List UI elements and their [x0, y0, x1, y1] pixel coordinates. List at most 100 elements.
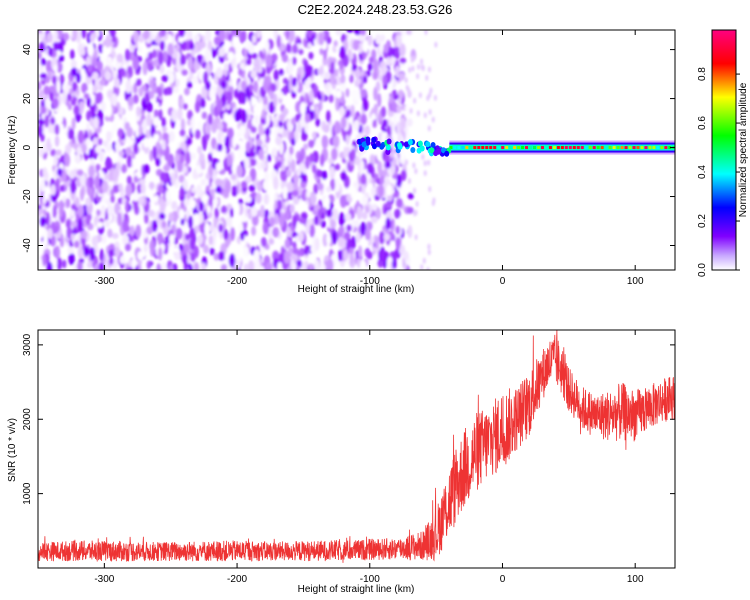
spectrogram-cell [280, 164, 286, 172]
spectrogram-cell [156, 232, 164, 243]
y-tick-label: 20 [22, 93, 33, 105]
spectrogram-cell [241, 215, 248, 223]
spectrogram-cell [394, 46, 401, 60]
y-tick-label: 3000 [22, 333, 33, 356]
spectrogram-cell [352, 39, 360, 51]
carrier-cell [648, 146, 652, 150]
spectrogram-cell [160, 30, 167, 37]
spectrogram-cell [265, 112, 270, 126]
spectrogram-cell [135, 78, 142, 87]
spectrogram-cell [115, 141, 121, 152]
spectrogram-cell [216, 67, 223, 79]
spectrogram-cell [255, 192, 262, 204]
spectrogram-cell [251, 226, 257, 236]
spectrogram-cell [68, 252, 75, 266]
snr-y-label: SNR (10 * v/v) [7, 418, 18, 482]
spectrogram-cell [55, 178, 60, 191]
spectrogram-cell [382, 74, 388, 86]
spectrogram-cell [215, 162, 223, 172]
y-tick-label: 0 [22, 144, 33, 150]
spectrogram-cell [201, 111, 208, 120]
spectrogram-cell [346, 30, 354, 34]
spectrogram-cell [78, 101, 85, 111]
spectrogram-cell [76, 261, 83, 270]
spectrogram-cell [146, 112, 152, 127]
spectrogram-cell [354, 30, 361, 36]
colorbar-tick-label: 0.0 [697, 263, 708, 277]
spectrogram-cell [330, 168, 335, 176]
spectrogram-cell [249, 167, 257, 182]
spectrogram-cell [368, 56, 374, 64]
spectrogram-cell [307, 42, 312, 49]
spectrogram-cell [140, 183, 146, 194]
spectrogram-cell [133, 94, 139, 104]
spectrogram-cell [240, 180, 248, 189]
spectrogram-cell [57, 168, 63, 177]
spectrogram-cell [179, 97, 185, 109]
spectrogram-cell [62, 32, 70, 41]
spectrogram-cell [137, 251, 144, 261]
snr-x-axis: -300 -200 -100 0 100 [94, 330, 644, 585]
spectrogram-cell [125, 79, 132, 94]
spectrogram-cell [38, 32, 43, 41]
spectrogram-cell [329, 218, 337, 230]
spectrogram-cell [167, 42, 174, 56]
onset-cell [429, 147, 435, 154]
spectrogram-cell [126, 126, 134, 138]
spectrogram-cell [80, 47, 86, 56]
spectrogram-cell [361, 195, 368, 206]
spectrogram-cell [428, 109, 432, 116]
spectrogram-cell [146, 101, 153, 113]
spectrogram-cell [209, 247, 215, 256]
spectrogram-cells [38, 30, 675, 270]
spectrogram-cell [297, 67, 302, 75]
spectrogram-cell [414, 168, 418, 175]
spectrogram-cell [272, 147, 278, 157]
spectrogram-cell [166, 86, 173, 96]
spectrogram-cell [147, 90, 155, 100]
spectrogram-cell [217, 143, 223, 152]
spectrogram-cell [406, 206, 414, 214]
spectrogram-cell [129, 225, 135, 237]
spectrogram-cell [56, 111, 64, 124]
spectrogram-cell [276, 160, 282, 169]
carrier-cell [465, 146, 469, 150]
spectrogram-cell [209, 88, 215, 100]
spectrogram-cell [304, 79, 311, 91]
spectrogram-cell [62, 259, 67, 269]
spectrogram-y-label: Frequency (Hz) [7, 116, 18, 185]
spectrogram-cell [153, 133, 160, 142]
x-tick-label: -300 [94, 574, 114, 585]
spectrogram-cell [189, 237, 196, 251]
spectrogram-cell [125, 147, 133, 156]
spectrogram-cell [226, 153, 233, 167]
spectrogram-cell [179, 54, 187, 66]
spectrogram-cell [182, 134, 188, 142]
carrier-cell [660, 146, 664, 150]
spectrogram-cell [386, 184, 393, 196]
spectrogram-cell [44, 76, 50, 84]
spectrogram-cell [425, 74, 429, 81]
spectrogram-cell [276, 34, 281, 48]
spectrogram-cell [53, 64, 58, 73]
spectrogram-cell [175, 227, 183, 240]
spectrogram-cell [404, 77, 408, 84]
spectrogram-cell [383, 92, 390, 102]
spectrogram-cell [125, 183, 133, 197]
spectrogram-cell [189, 227, 196, 240]
spectrogram-cell [429, 87, 433, 94]
spectrogram-cell [42, 196, 47, 205]
spectrogram-cell [309, 153, 316, 163]
spectrogram-cell [122, 220, 129, 233]
onset-cell [419, 145, 425, 152]
spectrogram-cell [354, 156, 361, 166]
spectrogram-cell [313, 183, 318, 195]
spectrogram-cell [306, 218, 314, 226]
spectrogram-cell [159, 199, 167, 210]
spectrogram-cell [377, 184, 385, 198]
spectrogram-cell [292, 56, 297, 66]
spectrogram-cell [262, 221, 270, 235]
snr-panel: -300 -200 -100 0 100 1000 2000 3000 Height of … [7, 329, 676, 595]
spectrogram-cell [168, 71, 175, 84]
spectrogram-cell [331, 208, 339, 221]
